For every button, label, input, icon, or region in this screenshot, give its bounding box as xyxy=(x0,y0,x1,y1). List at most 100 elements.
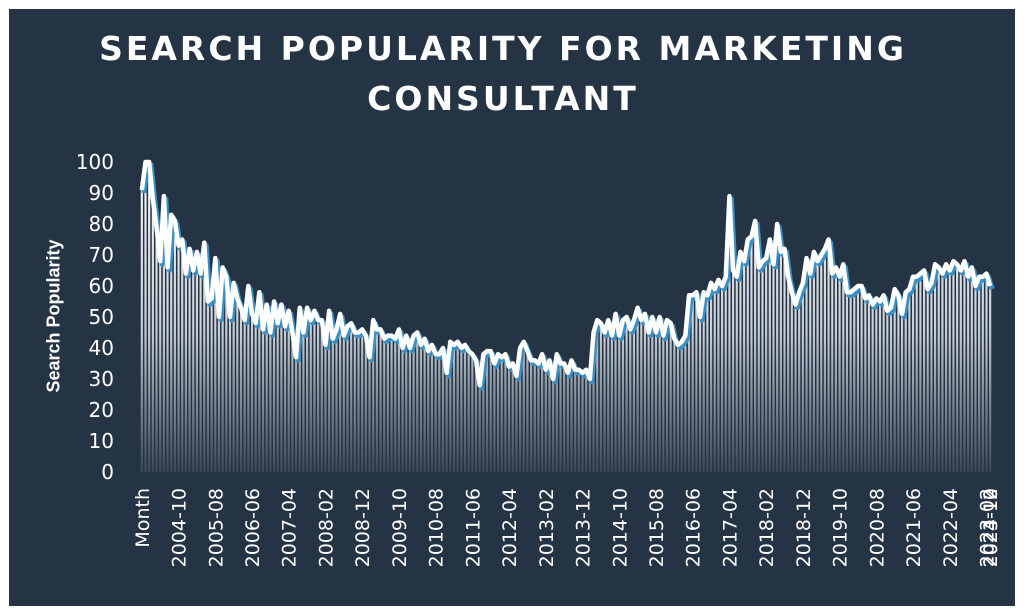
bar xyxy=(555,354,558,472)
bar xyxy=(258,292,261,472)
x-tick-label: 2008-02 xyxy=(315,488,337,567)
bar xyxy=(632,320,635,472)
bar xyxy=(566,372,569,472)
bar xyxy=(438,354,441,472)
bar xyxy=(302,332,305,472)
x-tick-label: 2007-04 xyxy=(279,488,301,567)
bar xyxy=(662,335,665,472)
bar xyxy=(798,292,801,472)
bar xyxy=(482,354,485,472)
bar xyxy=(739,251,742,472)
bar xyxy=(471,354,474,472)
bar xyxy=(680,341,683,472)
bar xyxy=(228,317,232,472)
bar xyxy=(985,273,988,472)
bar xyxy=(812,251,815,472)
bar xyxy=(934,264,937,472)
bar xyxy=(225,276,228,472)
bar xyxy=(452,344,456,472)
y-tick-label: 10 xyxy=(89,429,114,453)
bar xyxy=(441,348,445,472)
bar xyxy=(787,276,790,472)
bar xyxy=(474,360,478,472)
bar xyxy=(735,276,738,472)
bar xyxy=(478,385,481,472)
bar xyxy=(552,379,555,472)
bar xyxy=(346,326,349,472)
bar xyxy=(897,295,900,472)
x-tick-label: 2011-06 xyxy=(462,488,484,567)
bar xyxy=(849,292,852,472)
bar xyxy=(886,310,889,472)
bar xyxy=(148,162,151,472)
bar xyxy=(721,286,724,472)
bar xyxy=(493,363,496,472)
bar xyxy=(581,372,584,472)
bar xyxy=(621,320,624,472)
bar xyxy=(511,363,514,472)
bar xyxy=(823,248,826,472)
bar xyxy=(221,267,224,472)
bar xyxy=(974,286,977,472)
bar xyxy=(181,239,184,472)
x-tick-label: 2008-12 xyxy=(352,488,374,567)
bar xyxy=(364,335,367,472)
bar xyxy=(765,258,768,472)
bar xyxy=(280,304,283,472)
bar xyxy=(405,335,408,472)
bar xyxy=(882,295,885,472)
bar xyxy=(867,295,871,472)
bar xyxy=(911,276,915,472)
bar xyxy=(967,276,970,472)
bar xyxy=(724,276,727,472)
x-tick-label: 2021-06 xyxy=(903,488,925,567)
bar xyxy=(669,323,672,472)
bar xyxy=(375,329,378,472)
bar xyxy=(930,282,933,472)
bar xyxy=(654,332,658,472)
y-tick-label: 20 xyxy=(89,398,114,422)
bar xyxy=(383,338,386,472)
bar xyxy=(651,317,654,472)
bar xyxy=(287,310,290,472)
x-tick-label: 2017-04 xyxy=(719,488,741,567)
bar xyxy=(386,335,389,472)
x-tick-label: 2010-08 xyxy=(426,488,448,567)
x-tick-label: 2023-02 xyxy=(976,488,998,567)
bar xyxy=(743,261,746,472)
bar xyxy=(640,320,643,472)
bar xyxy=(629,329,632,472)
bar xyxy=(485,351,489,472)
bar xyxy=(853,289,856,472)
bar xyxy=(159,261,162,472)
bar xyxy=(401,348,404,472)
bar xyxy=(728,196,731,472)
bar xyxy=(548,360,551,472)
bar xyxy=(339,313,342,472)
bar xyxy=(713,289,716,472)
bar xyxy=(779,251,782,472)
y-tick-label: 60 xyxy=(89,274,114,298)
bar xyxy=(416,332,419,472)
x-tick-label: 2013-02 xyxy=(536,488,558,567)
bar xyxy=(908,289,911,472)
bar xyxy=(379,329,382,472)
bar xyxy=(816,261,819,472)
bar xyxy=(956,264,959,472)
bar xyxy=(625,317,628,472)
bar xyxy=(875,298,878,472)
bar xyxy=(970,267,973,472)
bar xyxy=(408,348,411,472)
bar xyxy=(937,267,940,472)
bar xyxy=(390,335,393,472)
bar xyxy=(776,224,779,472)
x-tick-label: 2009-10 xyxy=(389,488,411,567)
bar xyxy=(350,323,353,472)
bar xyxy=(845,292,848,472)
bar xyxy=(834,267,837,472)
bar xyxy=(357,332,360,472)
bar xyxy=(519,348,522,472)
bar xyxy=(394,338,397,472)
bar xyxy=(596,320,599,472)
